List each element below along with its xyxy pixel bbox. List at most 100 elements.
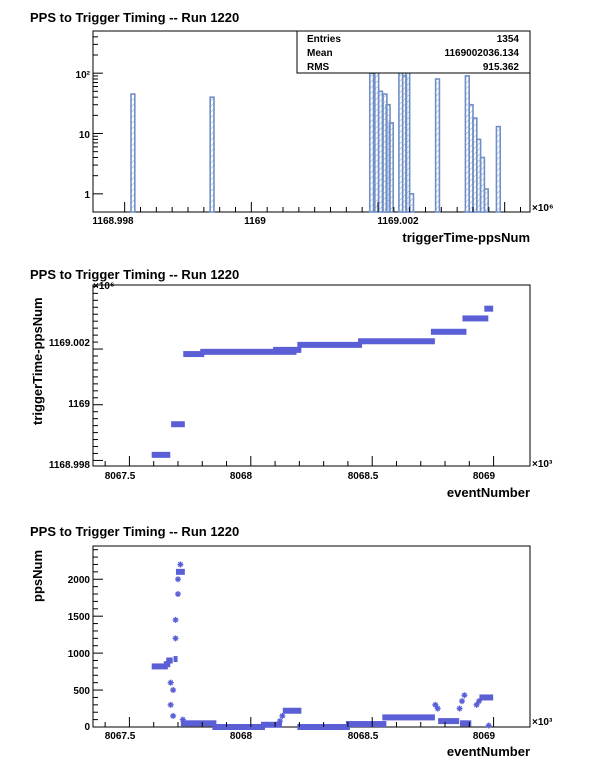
- data-point-cluster: [345, 721, 387, 728]
- histogram-bar: [130, 93, 136, 213]
- panel-2-xtick-8068: 8068: [230, 471, 253, 482]
- panel-2-x-exponent: ×10³: [532, 459, 553, 470]
- histogram-bar: [388, 122, 394, 213]
- data-point: [276, 718, 283, 725]
- data-point: [174, 591, 181, 598]
- data-point-cluster: [382, 714, 435, 721]
- panel-3-ticks: [93, 549, 495, 728]
- data-point: [179, 716, 186, 723]
- panel-1-xtick-1169002: 1169.002: [377, 216, 419, 227]
- data-point-cluster: [462, 315, 489, 322]
- histogram-bar: [479, 156, 486, 213]
- data-point: [177, 561, 184, 568]
- histogram-bar: [434, 78, 441, 213]
- data-point: [456, 705, 463, 712]
- panel-2-frame: [92, 284, 531, 467]
- histogram-bar: [408, 193, 415, 213]
- panel-3-ylabel: ppsNum: [30, 550, 45, 602]
- data-point-cluster: [260, 721, 282, 728]
- data-point-cluster: [173, 656, 178, 663]
- panel-3-scatter: PPS to Trigger Timing -- Run 1220 0 500 …: [30, 524, 553, 759]
- panel-2-title: PPS to Trigger Timing -- Run 1220: [30, 267, 239, 282]
- panel-2-ylabel: triggerTime-ppsNum: [30, 297, 45, 425]
- panel-3-ytick-0: 0: [84, 722, 90, 733]
- stats-entries-value: 1354: [497, 34, 520, 45]
- panel-3-ytick-1500: 1500: [68, 612, 91, 623]
- panel-1-ticks: [93, 30, 521, 212]
- data-point: [172, 616, 179, 623]
- panel-1-histogram: PPS to Trigger Timing -- Run 1220 1 10 1…: [30, 10, 554, 245]
- data-point: [167, 701, 174, 708]
- stats-rms-value: 915.362: [483, 62, 520, 73]
- panel-3-ytick-500: 500: [73, 686, 90, 697]
- stats-mean-label: Mean: [307, 48, 333, 59]
- panel-2-marks: [151, 305, 494, 458]
- data-point-cluster: [282, 707, 302, 714]
- stats-box-frame: [296, 30, 531, 74]
- panel-1-ytick-10: 10: [79, 130, 91, 141]
- data-point: [476, 698, 483, 705]
- data-point-cluster: [183, 351, 205, 358]
- panel-1-ytick-1: 1: [84, 190, 90, 201]
- data-point-cluster: [358, 338, 435, 345]
- data-point-cluster: [479, 694, 494, 701]
- data-point-cluster: [430, 328, 467, 335]
- histogram-bar: [495, 125, 502, 213]
- histogram-bar: [209, 96, 215, 213]
- panel-2-ytick-1169002: 1169.002: [49, 338, 91, 349]
- panel-2-xtick-80675: 8067.5: [105, 471, 136, 482]
- data-point: [172, 635, 179, 642]
- panel-1-xtick-1169: 1169: [244, 216, 266, 227]
- data-point-cluster: [180, 720, 217, 727]
- stats-entries-label: Entries: [307, 34, 341, 45]
- data-point: [170, 712, 177, 719]
- panel-2-ytick-1169: 1169: [68, 399, 90, 410]
- data-point-cluster: [484, 305, 494, 312]
- panel-3-ytick-2000: 2000: [68, 575, 91, 586]
- panel-1-x-exponent: ×10⁶: [532, 203, 554, 214]
- panel-3-xtick-80685: 8068.5: [348, 731, 379, 742]
- stats-rms-label: RMS: [307, 62, 330, 73]
- panel-1-ytick-100: 10²: [76, 70, 91, 81]
- panel-3-xtick-8068: 8068: [230, 731, 253, 742]
- data-point: [167, 679, 174, 686]
- histogram-bar: [483, 188, 489, 213]
- data-point-cluster: [171, 421, 185, 428]
- histogram-bar: [368, 72, 375, 213]
- panel-3-xlabel: eventNumber: [447, 744, 530, 759]
- data-point-cluster: [163, 661, 171, 668]
- data-point: [461, 692, 468, 699]
- panel-1-xtick-1168998: 1168.998: [92, 216, 134, 227]
- data-point: [459, 698, 466, 705]
- data-point-cluster: [297, 341, 363, 348]
- stats-mean-value: 1169002036.134: [444, 48, 519, 59]
- data-point: [174, 576, 181, 583]
- data-point: [170, 687, 177, 694]
- data-point-cluster: [212, 724, 265, 730]
- panel-1-title: PPS to Trigger Timing -- Run 1220: [30, 10, 239, 25]
- panel-3-frame: [92, 545, 531, 728]
- data-point-cluster: [273, 346, 302, 353]
- data-point: [473, 701, 480, 708]
- panel-3-ytick-1000: 1000: [68, 649, 91, 660]
- panel-1-bars: [130, 45, 502, 213]
- data-point-cluster: [438, 718, 460, 725]
- panel-2-scatter: PPS to Trigger Timing -- Run 1220 1168.9…: [30, 267, 553, 500]
- data-point-cluster: [151, 663, 168, 670]
- panel-3-xtick-8069: 8069: [473, 731, 496, 742]
- panel-2-xtick-80685: 8068.5: [348, 471, 379, 482]
- panel-2-y-exponent: ×10⁶: [93, 281, 115, 292]
- stats-box: Entries 1354 Mean 1169002036.134 RMS 915…: [296, 30, 531, 74]
- data-point-cluster: [460, 720, 472, 727]
- panel-3-x-exponent: ×10³: [532, 717, 553, 728]
- data-point-cluster: [175, 568, 185, 575]
- data-point: [434, 705, 441, 712]
- panel-1-xlabel: triggerTime-ppsNum: [402, 230, 530, 245]
- data-point-cluster: [151, 451, 171, 458]
- data-point: [485, 722, 492, 729]
- data-point-cluster: [200, 348, 297, 355]
- data-point: [432, 701, 439, 708]
- panel-2-xtick-8069: 8069: [473, 471, 496, 482]
- panel-3-xtick-80675: 8067.5: [105, 731, 136, 742]
- panel-2-xlabel: eventNumber: [447, 485, 530, 500]
